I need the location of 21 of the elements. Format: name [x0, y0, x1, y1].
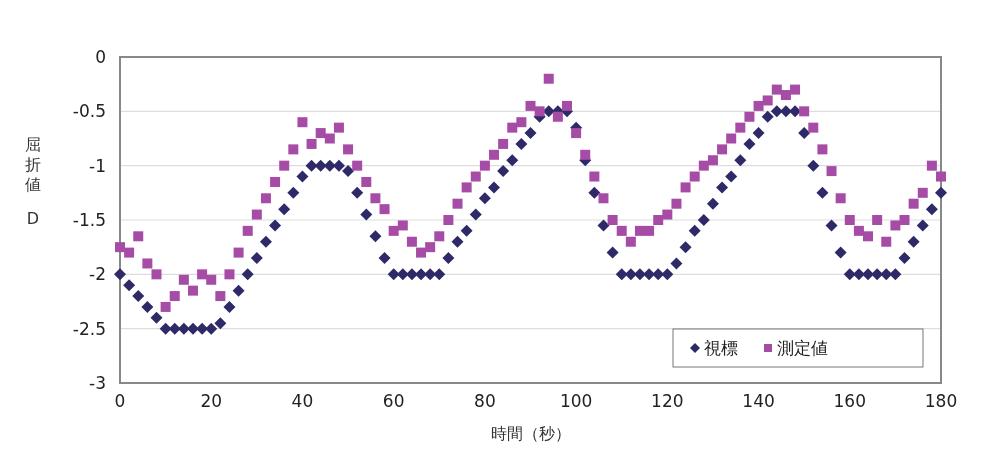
x-axis-title: 時間（秒）: [490, 424, 571, 443]
x-tick-label: 0: [114, 391, 126, 411]
x-tick-label: 160: [833, 391, 866, 411]
y-tick-label: -3: [89, 373, 106, 393]
x-tick-label: 60: [382, 391, 405, 411]
x-tick-label: 120: [651, 391, 684, 411]
y-tick-label: -2: [89, 264, 106, 285]
x-tick-label: 40: [291, 391, 314, 411]
y-tick-label: -0.5: [72, 101, 106, 122]
y-tick-label: -1.5: [72, 210, 106, 230]
x-tick-label: 20: [200, 391, 223, 411]
y-tick-label: -1: [89, 155, 106, 176]
x-tick-label: 140: [742, 391, 775, 411]
y-axis-title: 屈折値 D: [25, 135, 41, 228]
y-tick-label: 0: [95, 47, 106, 67]
legend-label: 視標: [704, 338, 738, 358]
y-tick-label: -2.5: [72, 318, 106, 339]
x-tick-label: 180: [924, 391, 958, 411]
x-tick-label: 100: [559, 391, 593, 411]
x-tick-label: 80: [474, 391, 496, 411]
legend-label: 測定値: [777, 338, 828, 358]
